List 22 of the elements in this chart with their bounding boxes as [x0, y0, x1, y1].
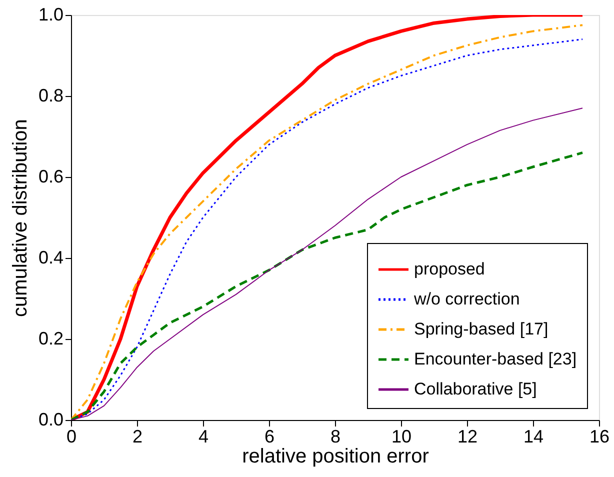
x-tick-label: 14 — [523, 426, 544, 446]
legend-label: Collaborative [5] — [414, 380, 537, 398]
x-tick-label: 6 — [264, 426, 275, 446]
x-tick-label: 4 — [198, 426, 209, 446]
legend-label: w/o correction — [413, 290, 520, 308]
legend-label: Encounter-based [23] — [414, 350, 577, 368]
x-axis-title: relative position error — [242, 446, 430, 468]
legend-label: proposed — [414, 260, 485, 278]
y-tick-label: 0.0 — [38, 410, 64, 430]
y-tick-label: 0.4 — [38, 248, 64, 268]
x-tick-label: 12 — [457, 426, 478, 446]
y-tick-label: 0.2 — [38, 328, 64, 348]
y-tick-label: 1.0 — [38, 4, 64, 24]
x-tick-label: 16 — [589, 426, 610, 446]
y-tick-label: 0.6 — [38, 166, 64, 186]
x-tick-label: 0 — [66, 426, 77, 446]
x-tick-label: 10 — [391, 426, 412, 446]
y-axis-title: cumulative distribution — [9, 119, 32, 317]
y-tick-label: 0.8 — [38, 86, 64, 106]
x-tick-label: 2 — [132, 426, 143, 446]
x-tick-label: 8 — [330, 426, 341, 446]
legend-label: Spring-based [17] — [414, 320, 548, 338]
